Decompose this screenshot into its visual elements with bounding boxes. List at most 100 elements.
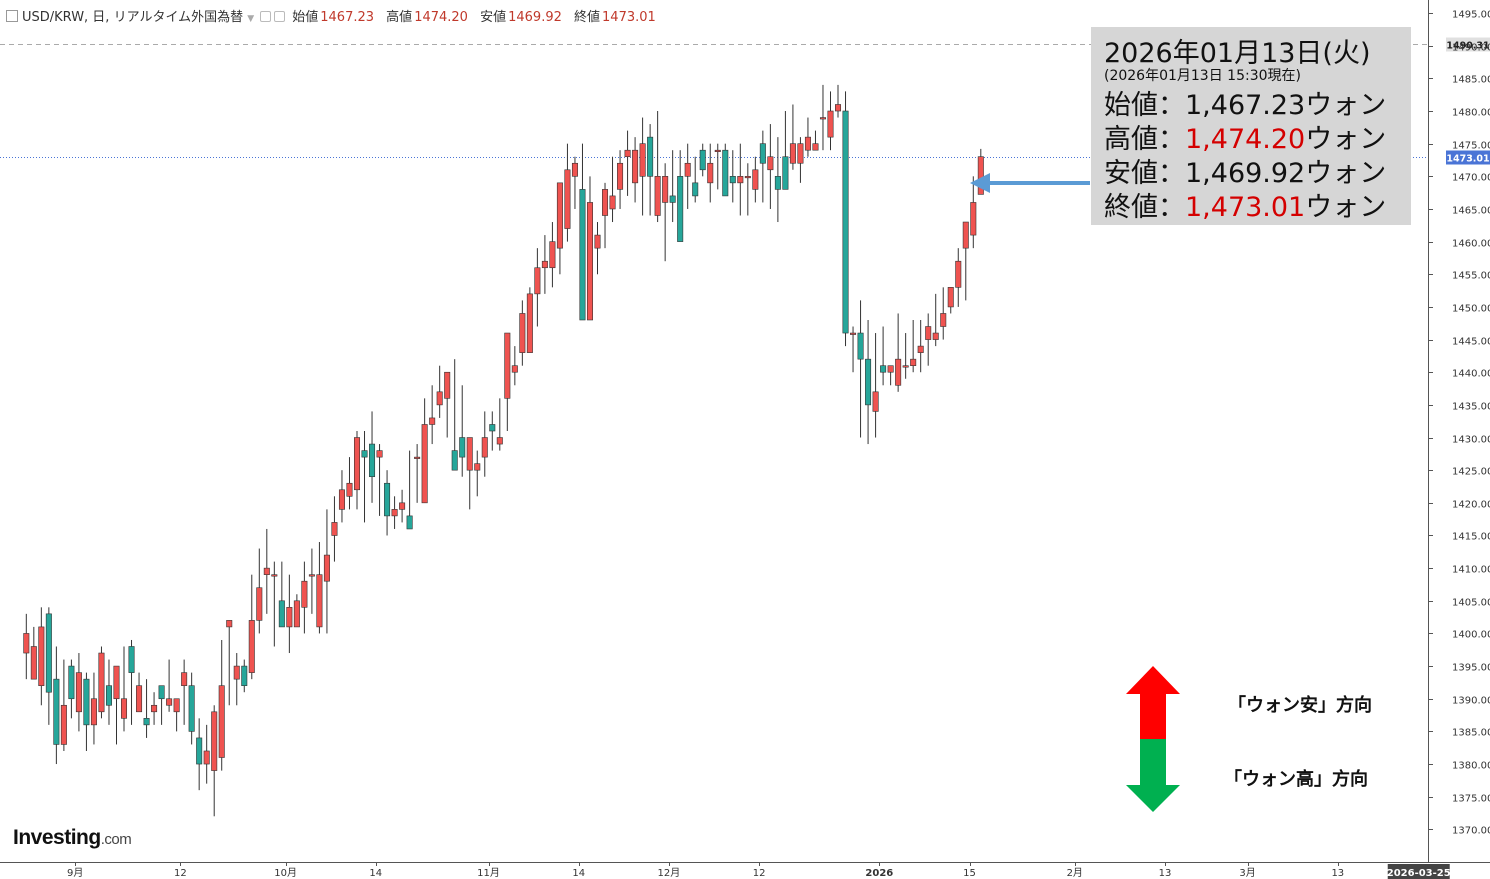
candles <box>23 84 984 817</box>
investing-logo[interactable]: Investing.com <box>13 826 132 850</box>
time-tick-label: 2月 <box>1067 867 1083 879</box>
candle <box>436 365 443 418</box>
candle <box>812 130 819 151</box>
candle-body <box>211 711 218 771</box>
candle <box>496 398 503 451</box>
candle-body <box>962 221 969 249</box>
candle-body <box>481 437 488 458</box>
candle <box>684 143 691 209</box>
candle <box>865 319 872 445</box>
candle-body <box>113 665 120 700</box>
candle <box>361 431 368 523</box>
candle <box>910 319 917 373</box>
candle <box>399 489 406 523</box>
price-axis[interactable]: 1370.00 1375.00 1380.00 1385.00 1390.00 1395.… <box>1428 0 1490 862</box>
candle-body <box>241 665 248 686</box>
candle-body <box>857 332 864 360</box>
dropdown-icon[interactable]: ▼ <box>247 14 255 24</box>
candle <box>556 182 563 275</box>
candle-body <box>60 704 67 745</box>
symbol-title[interactable]: USD/KRW, 日, リアルタイム外国為替 <box>22 10 244 25</box>
candle <box>804 117 811 157</box>
candle <box>459 385 466 477</box>
candle-body <box>384 482 391 517</box>
candle-body <box>53 678 60 745</box>
candle-body <box>970 202 977 236</box>
candle-body <box>98 652 105 713</box>
candle-body <box>850 332 857 335</box>
time-tick-label: 12 <box>174 868 187 879</box>
header-low-value: 1469.92 <box>508 10 562 25</box>
candle <box>526 287 533 353</box>
candle <box>789 104 796 170</box>
candle-body <box>594 234 601 249</box>
eye-icon[interactable] <box>260 11 272 22</box>
candle <box>128 639 135 725</box>
candle-body <box>564 169 571 229</box>
candle-body <box>263 567 270 575</box>
candle-body <box>759 143 766 164</box>
candle <box>917 319 924 373</box>
candle-body <box>804 136 811 151</box>
info-close-row: 終値：1,473.01ウォン <box>1104 185 1386 224</box>
candle <box>143 679 150 738</box>
candle <box>376 444 383 516</box>
candle-body <box>624 149 631 158</box>
candle-body <box>932 332 939 340</box>
info-close-label: 終値： <box>1104 192 1185 223</box>
price-tick-label: 1400.00 <box>1452 630 1490 641</box>
time-tick-label: 3月 <box>1239 867 1255 879</box>
candle-body <box>865 358 872 406</box>
price-tick-label: 1480.00 <box>1452 108 1490 119</box>
candle <box>647 124 654 216</box>
candle-body <box>744 176 751 179</box>
header-low-label: 安値 <box>480 10 507 25</box>
candle-body <box>556 182 563 249</box>
candle-body <box>75 672 82 713</box>
candle-body <box>609 195 616 210</box>
candle <box>316 542 323 634</box>
candle-body <box>752 169 759 190</box>
candle <box>263 528 270 614</box>
logo-name: Investing <box>13 826 101 849</box>
info-low-row: 安値：1,469.92ウォン <box>1104 151 1386 190</box>
price-tick-label: 1470.00 <box>1452 173 1490 184</box>
candle <box>188 672 195 745</box>
candle <box>586 176 593 321</box>
candle <box>714 143 721 190</box>
collapse-icon[interactable] <box>6 10 18 22</box>
settings-icon[interactable] <box>274 11 286 22</box>
candle <box>489 411 496 451</box>
candle-body <box>196 737 203 765</box>
won-weak-arrow-icon <box>1126 666 1180 739</box>
price-tick-label: 1465.00 <box>1452 206 1490 217</box>
candle <box>617 150 624 209</box>
candle-body <box>30 646 37 680</box>
candle <box>98 646 105 719</box>
candle-body <box>308 574 315 577</box>
candle-body <box>451 450 458 471</box>
candle <box>880 326 887 386</box>
time-tick-label: 11月 <box>477 867 500 879</box>
candle-body <box>466 437 473 471</box>
info-timestamp: (2026年01月13日 15:30現在) <box>1104 68 1301 84</box>
candle-body <box>489 424 496 432</box>
candle <box>609 156 616 223</box>
candle-body <box>684 162 691 177</box>
candle-body <box>496 437 503 445</box>
candle-body <box>895 358 902 386</box>
date-tag <box>1387 864 1450 879</box>
time-axis[interactable]: 9月 12 10月 14 11月 14 12月 12 2026 15 2月 13 3月 13 2026-03… <box>0 862 1490 879</box>
candle-body <box>714 149 721 152</box>
candle <box>895 313 902 392</box>
candle-body <box>188 685 195 732</box>
candle-body <box>271 574 278 577</box>
time-tick-label: 12月 <box>658 867 681 879</box>
candle-body <box>90 698 97 726</box>
candle <box>414 444 421 503</box>
candle-body <box>647 136 654 177</box>
candle-body <box>571 162 578 177</box>
candle <box>722 143 729 197</box>
candle <box>211 705 218 817</box>
